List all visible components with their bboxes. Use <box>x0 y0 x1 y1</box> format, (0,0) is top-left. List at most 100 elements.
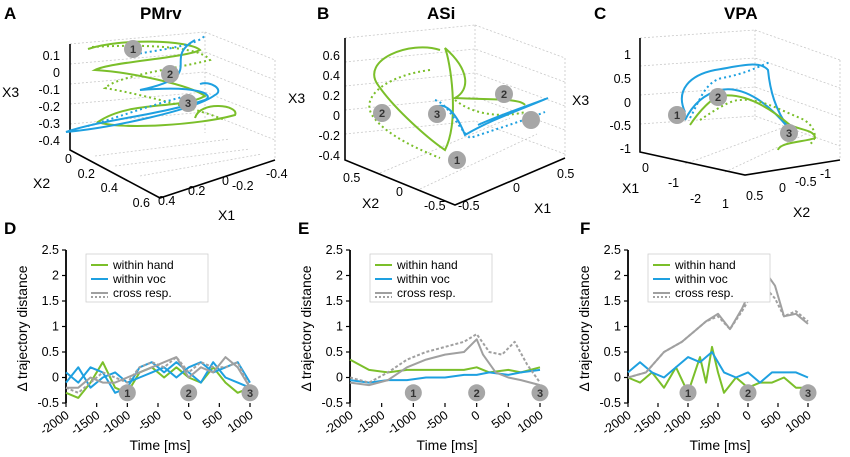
tick-label: 0.5 <box>557 167 574 181</box>
x-tick-label: -2000 <box>37 408 71 438</box>
b-ticks: 0.4 0.2 0 -0.2 -0.4 <box>158 167 288 208</box>
panel-label: E <box>298 219 309 238</box>
y-tick-label: -0.5 <box>37 396 59 410</box>
y-tick-label: 0.5 <box>42 345 59 359</box>
legend-label: cross resp. <box>675 286 734 300</box>
z-ticks: 0.1 0 -0.1 -0.2 -0.3 -0.4 <box>38 49 60 148</box>
marker-label: 1 <box>454 155 460 167</box>
series-line <box>65 361 251 389</box>
y-tick-label: 1.5 <box>326 294 343 308</box>
axis-label-x2: X2 <box>793 204 810 220</box>
y-tick-label: 0 <box>52 371 59 385</box>
tick-label: 0.2 <box>78 167 95 181</box>
y-tick-label: 1 <box>614 320 621 334</box>
axis-label-x1: X1 <box>622 180 639 196</box>
legend-label: within hand <box>674 258 736 272</box>
tick-label: -1 <box>820 167 831 181</box>
event-marker-label: 1 <box>410 388 416 400</box>
panel-b: B ASi 1 2 3 2 0.6 0.4 <box>288 4 574 216</box>
x-tick-label: 0 <box>469 408 483 423</box>
y-tick-label: 1.5 <box>42 294 59 308</box>
a-ticks: 0.5 0 -0.5 <box>343 171 446 213</box>
trajectory-hand <box>87 40 237 127</box>
tick-label: 0 <box>779 181 786 195</box>
axis-label-x2: X2 <box>33 175 50 191</box>
z-ticks: 1 0.5 0 -0.5 -1 <box>609 48 631 156</box>
event-marker <box>679 384 697 402</box>
tick-label: -2 <box>690 192 701 206</box>
tick-label: 0.5 <box>746 189 763 203</box>
x-tick-label: 1000 <box>225 408 256 435</box>
tick-label: 0 <box>222 174 229 188</box>
marker-label: 3 <box>786 128 792 140</box>
x-tick-label: -1000 <box>99 408 133 438</box>
event-marker-label: 2 <box>474 388 480 400</box>
panel-label: B <box>317 4 329 23</box>
event-marker-label: 2 <box>186 388 192 400</box>
event-marker <box>180 384 198 402</box>
y-tick-label: 1.5 <box>604 294 621 308</box>
panel-label: F <box>580 219 590 238</box>
tick-label: 0 <box>396 185 403 199</box>
series-line <box>65 361 251 399</box>
legend-label: within hand <box>396 258 458 272</box>
event-marker <box>404 384 422 402</box>
tick-label: -0.5 <box>424 199 446 213</box>
panel-label: D <box>4 219 16 238</box>
legend-label: cross resp. <box>113 286 172 300</box>
series-line <box>349 358 541 374</box>
y-tick-label: 2 <box>614 269 621 283</box>
event-marker-label: 3 <box>537 388 543 400</box>
tick-label: 0 <box>65 152 72 166</box>
tick-label: 0.2 <box>188 184 205 198</box>
panel-title: ASi <box>427 4 455 23</box>
x-tick-label: -2000 <box>599 408 633 438</box>
tick-label: -0.2 <box>318 129 340 143</box>
series-line <box>627 272 809 379</box>
x-tick-label: 500 <box>759 408 784 431</box>
tick-label: 0 <box>624 96 631 110</box>
x-tick-label: -500 <box>422 408 451 434</box>
series-line <box>627 351 809 384</box>
event-marker-label: 3 <box>247 388 253 400</box>
y-tick-label: 0 <box>336 371 343 385</box>
tick-label: -1 <box>620 142 631 156</box>
series-line <box>65 356 251 394</box>
event-marker-label: 1 <box>124 388 130 400</box>
y-tick-label: 0.5 <box>326 345 343 359</box>
tick-label: 0.4 <box>101 181 118 195</box>
tick-label: -0.3 <box>38 117 60 131</box>
y-tick-label: 2 <box>52 269 59 283</box>
x-tick-label: 0 <box>740 408 754 423</box>
x-tick-label: -1500 <box>353 408 387 438</box>
panel-title: PMrv <box>140 4 182 23</box>
x-axis-label: Time [ms] <box>130 437 191 453</box>
panel-d: D 2.5 2 1.5 1 0.5 0 -0.5 Δ trajectory distance -2… <box>4 219 259 453</box>
marker-label: 2 <box>379 108 385 120</box>
x-tick-label: -1500 <box>68 408 102 438</box>
tick-label: -0.5 <box>609 119 631 133</box>
tick-label: -0.2 <box>232 179 254 193</box>
x-axis-label: Time [ms] <box>417 437 478 453</box>
panel-a: A PMrv 1 2 3 0.1 0 -0.1 <box>2 4 288 223</box>
trajectory-voc-dotted <box>87 34 206 127</box>
tick-label: -0.1 <box>38 83 60 97</box>
marker-label: 1 <box>674 110 680 122</box>
y-tick-label: 2.5 <box>42 243 59 257</box>
trajectory-voc <box>680 63 791 131</box>
tick-label: 0 <box>53 66 60 80</box>
y-tick-label: -0.5 <box>321 396 343 410</box>
legend-label: within hand <box>112 258 174 272</box>
trajectory-hand-dotted <box>91 44 226 121</box>
legend-label: within voc <box>112 272 166 286</box>
b-ticks: 1 0.5 0 -0.5 -1 <box>722 167 831 211</box>
axis-label-x1: X1 <box>218 207 235 223</box>
x-axis-label: Time [ms] <box>690 437 751 453</box>
axis-label-x2: X2 <box>362 195 379 211</box>
y-tick-label: 2 <box>336 269 343 283</box>
x-tick-label: 500 <box>200 408 225 431</box>
axes-3d <box>344 38 566 206</box>
a-ticks: 0 -1 -2 <box>642 161 701 206</box>
series-line <box>627 345 808 394</box>
